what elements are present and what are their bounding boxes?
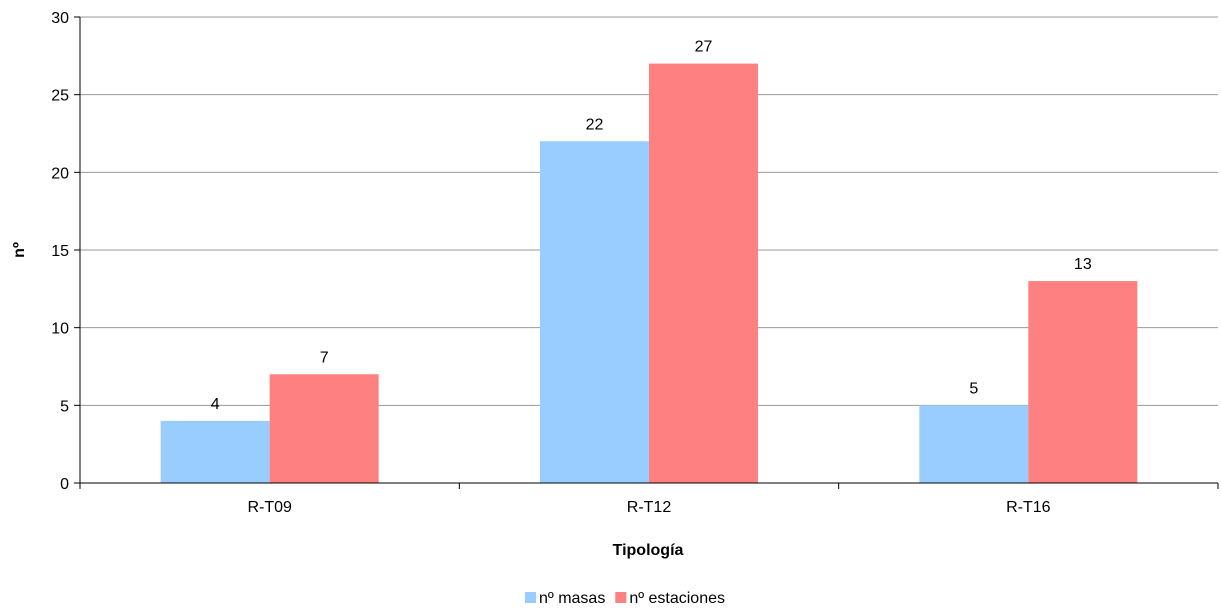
legend-label: nº estaciones <box>629 590 725 607</box>
y-tick-label: 25 <box>51 88 69 105</box>
legend-swatch <box>525 592 536 603</box>
y-axis-title: nº <box>11 242 28 258</box>
y-tick-label: 5 <box>60 398 69 415</box>
bar <box>649 63 758 483</box>
y-tick-label: 10 <box>51 321 69 338</box>
axes: 0 5 10 15 20 25 30 R-T09 R-T12 R-T16 <box>51 10 1219 516</box>
x-tick-label: R-T16 <box>1006 499 1051 516</box>
data-labels: 4 7 22 27 5 13 <box>211 39 1092 413</box>
bar-value-label: 7 <box>320 349 329 366</box>
x-axis-title: Tipología <box>613 542 684 559</box>
legend: nº masas nº estaciones <box>525 590 725 607</box>
bar <box>1028 281 1138 483</box>
legend-label: nº masas <box>539 590 605 607</box>
bar-value-label: 27 <box>695 39 713 56</box>
bar <box>160 420 270 483</box>
bar-value-label: 13 <box>1074 256 1092 273</box>
bar-value-label: 4 <box>211 396 220 413</box>
bar-value-label: 22 <box>586 116 604 133</box>
bar <box>919 405 1029 483</box>
x-tick-label: R-T09 <box>247 499 292 516</box>
bar <box>269 374 379 483</box>
y-tick-label: 15 <box>51 243 69 260</box>
y-tick-label: 30 <box>51 10 69 27</box>
bar <box>540 141 649 483</box>
y-tick-label: 0 <box>60 476 69 493</box>
bar-value-label: 5 <box>969 380 978 397</box>
x-tick-label: R-T12 <box>627 499 672 516</box>
legend-swatch <box>615 592 627 603</box>
y-tick-label: 20 <box>51 165 69 182</box>
bars <box>160 63 1138 483</box>
